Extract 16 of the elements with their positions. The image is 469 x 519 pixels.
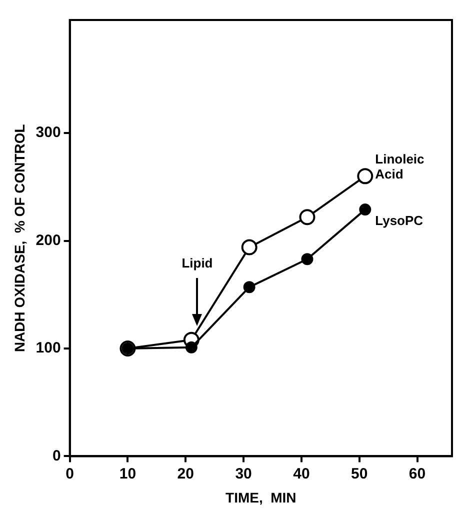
y-tick-label: 200 (36, 232, 61, 249)
x-axis-title: TIME, MIN (226, 489, 296, 506)
series-label: Linoleic Acid (375, 152, 424, 182)
x-tick-label: 20 (177, 465, 194, 482)
x-tick-label: 60 (408, 465, 426, 482)
x-tick-label: 50 (351, 465, 368, 482)
annotation: Lipid (182, 255, 213, 270)
x-tick-label: 40 (293, 465, 310, 482)
y-tick-label: 100 (36, 340, 61, 357)
x-tick-label: 10 (119, 465, 136, 482)
y-tick-label: 300 (36, 124, 61, 142)
x-tick-label: 0 (66, 465, 74, 482)
x-tick-label: 30 (235, 465, 252, 482)
series-label: LysoPC (375, 213, 424, 228)
y-tick-label: 0 (52, 447, 61, 464)
y-axis-title: NADH OXIDASE, % OF CONTROL (11, 124, 28, 352)
